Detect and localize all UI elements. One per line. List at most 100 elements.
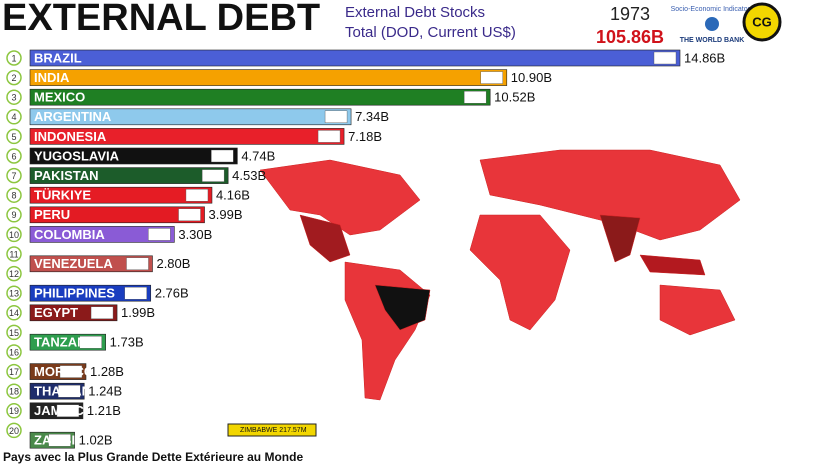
bar xyxy=(29,167,229,184)
value-label: 2.80B xyxy=(156,256,190,271)
year: 1973 xyxy=(610,4,650,24)
bar-label: BRAZIL xyxy=(34,50,82,65)
bar xyxy=(29,284,152,302)
rank-label: 2 xyxy=(11,73,16,83)
value-label: 10.90B xyxy=(511,70,552,85)
value-label: 7.18B xyxy=(348,129,382,144)
rank-badge xyxy=(6,167,22,184)
rank-badge xyxy=(6,383,22,399)
rank-badge xyxy=(6,89,22,105)
rank-label: 12 xyxy=(9,269,19,279)
flag xyxy=(463,90,487,104)
rank-label: 20 xyxy=(9,426,19,436)
value-label: 14.86B xyxy=(684,50,725,65)
value-label: 3.30B xyxy=(178,227,212,242)
bar xyxy=(29,255,153,273)
bar xyxy=(29,186,213,204)
bar-label: MEXICO xyxy=(34,90,85,105)
bar xyxy=(29,88,491,106)
bar-label: PAKISTAN xyxy=(34,168,99,183)
bar-label: YUGOSLAVIA xyxy=(34,148,120,163)
rank-label: 13 xyxy=(9,289,19,299)
bar-label: MOROCCO xyxy=(34,364,103,379)
rank-badge xyxy=(6,207,22,223)
bar xyxy=(29,206,205,224)
bar xyxy=(29,69,508,86)
rank-badge xyxy=(6,305,22,321)
rank-badge xyxy=(6,363,22,380)
bar-label: VENEZUELA xyxy=(34,256,113,271)
rank-label: 19 xyxy=(9,406,19,416)
rank-badge xyxy=(6,324,22,341)
chart-title: EXTERNAL DEBT xyxy=(2,0,320,39)
value-label: 2.76B xyxy=(155,286,189,301)
flag xyxy=(56,404,80,417)
channel-logo-text: CG xyxy=(752,14,772,29)
rank-label: 8 xyxy=(11,191,16,201)
rank-label: 1 xyxy=(11,53,16,63)
flag xyxy=(211,149,234,163)
flag xyxy=(178,208,201,222)
source: THE WORLD BANK xyxy=(680,37,745,44)
subtitle: Total (DOD, Current US$) xyxy=(345,24,516,41)
rank-label: 9 xyxy=(11,210,16,220)
rank-badge xyxy=(6,50,22,66)
bar xyxy=(29,147,238,165)
flag xyxy=(148,228,171,241)
value-label: 1.73B xyxy=(110,335,144,350)
rank-badge xyxy=(6,285,22,301)
rank-label: 5 xyxy=(11,132,16,142)
flag xyxy=(48,434,71,447)
bar-label: EGYPT xyxy=(34,305,78,320)
rank-badge xyxy=(6,403,22,419)
rank-label: 15 xyxy=(9,328,19,338)
caption: Pays avec la Plus Grande Dette Extérieur… xyxy=(3,450,303,464)
entering-bar xyxy=(227,423,317,437)
rank-label: 4 xyxy=(11,112,16,122)
bar-label: ZAMBIA xyxy=(34,433,85,448)
channel-logo xyxy=(742,2,782,42)
rank-badge xyxy=(6,422,22,439)
rank-label: 6 xyxy=(11,151,16,161)
rank-badge xyxy=(6,246,22,262)
rank-label: 11 xyxy=(9,249,18,259)
bar-label: TANZANIA xyxy=(34,335,100,350)
source: Socio-Economic Indicators xyxy=(671,6,754,13)
flag xyxy=(653,51,677,65)
bar-label: PERU xyxy=(34,207,70,222)
value-label: 1.02B xyxy=(79,433,113,448)
rank-badge xyxy=(6,148,22,164)
value-label: 3.99B xyxy=(209,207,243,222)
flag xyxy=(317,130,341,143)
bar-label: INDIA xyxy=(34,70,70,85)
bar-label: PHILIPPINES xyxy=(34,286,115,301)
bar-label: TÜRKIYE xyxy=(34,188,91,203)
rank-badge xyxy=(6,109,22,125)
rank-badge xyxy=(6,226,22,243)
total: 105.86B xyxy=(596,27,664,47)
flag xyxy=(79,336,102,349)
value-label: 4.16B xyxy=(216,188,250,203)
flag xyxy=(480,71,503,84)
rank-badge xyxy=(6,187,22,203)
rank-label: 10 xyxy=(9,230,19,240)
rank-label: 3 xyxy=(11,93,16,103)
flag xyxy=(90,306,114,319)
value-label: 7.34B xyxy=(355,109,389,124)
flag xyxy=(185,188,209,202)
bar xyxy=(29,49,681,67)
bar-label: ARGENTINA xyxy=(34,109,112,124)
rank-label: 14 xyxy=(9,308,19,318)
bar-label: COLOMBIA xyxy=(34,227,105,242)
bar xyxy=(29,226,175,243)
bar-label: JAMAICA xyxy=(34,403,94,418)
bank-logo xyxy=(705,17,719,31)
subtitle: External Debt Stocks xyxy=(345,4,485,21)
value-label: 10.52B xyxy=(494,90,535,105)
world-map xyxy=(259,149,741,401)
rank-badge xyxy=(6,128,22,145)
flag xyxy=(126,257,149,270)
annotation: ZIMBABWE 217.57M xyxy=(240,427,307,434)
value-label: 1.99B xyxy=(121,305,155,320)
flag xyxy=(324,110,348,124)
